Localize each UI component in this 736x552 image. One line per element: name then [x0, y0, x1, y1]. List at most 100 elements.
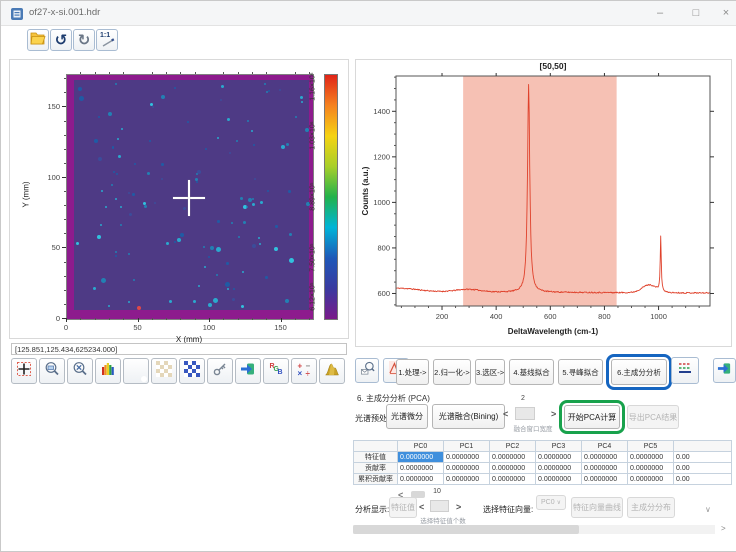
analysis-tab-4[interactable]: 4.基线拟合	[509, 359, 554, 385]
table-scroll-left[interactable]: <	[398, 490, 404, 500]
one-to-one-button[interactable]: 1:1	[96, 29, 118, 51]
x-tick-mark	[280, 318, 282, 322]
table-cell[interactable]: 0.0000000	[627, 451, 674, 463]
row-header: 特征值	[353, 451, 398, 463]
selection-region[interactable]	[463, 76, 617, 306]
analysis-tab-1[interactable]: 1.处理->	[396, 359, 429, 385]
heatmap-panel[interactable]: 0 50 100 150 0 50 100 150 X (mm) Y (mm) 6.12×10⁵ 7.…	[9, 59, 349, 344]
table-cell[interactable]: 0.0000000	[535, 451, 582, 463]
table-cell[interactable]: 0.0000000	[443, 451, 490, 463]
column-header[interactable]: PC5	[627, 440, 674, 452]
zoom-box-button[interactable]	[39, 358, 65, 384]
eigen-count-increment[interactable]: >	[456, 502, 462, 512]
table-cell[interactable]: 0.0000000	[489, 462, 536, 474]
pan-crosshair-button[interactable]	[11, 358, 37, 384]
heatmap-dot	[147, 172, 150, 176]
spectral-derivative-button[interactable]: 光谱微分	[386, 404, 428, 429]
analysis-tab-5[interactable]: 5.寻峰拟合	[558, 359, 603, 385]
table-cell[interactable]: 0.0000000	[627, 462, 674, 474]
heatmap-dot	[99, 224, 102, 227]
column-header[interactable]: PC3	[535, 440, 582, 452]
heatmap-dot	[207, 302, 212, 307]
eigenvalue-display-button[interactable]: 特征值	[389, 497, 417, 518]
y-tick-label: 1400	[373, 107, 390, 116]
analysis-tab-6[interactable]: 6.主成分分析	[606, 354, 672, 390]
export-spectra-button[interactable]	[713, 358, 736, 383]
table-cell[interactable]: 0.0000000	[443, 473, 490, 485]
eigen-count-decrement[interactable]: <	[419, 502, 425, 512]
table-cell[interactable]: 0.0000000	[535, 473, 582, 485]
table-cell[interactable]: 0.0000000	[581, 473, 628, 485]
column-header[interactable]: PC2	[489, 440, 536, 452]
table-cell[interactable]: 0.0000000	[535, 462, 582, 474]
math-operators-button[interactable]: + − × ÷	[291, 358, 317, 384]
surface-plot-button[interactable]	[319, 358, 345, 384]
close-button[interactable]: ×	[722, 7, 730, 19]
colormap-button[interactable]	[95, 358, 121, 384]
spectral-binning-button[interactable]: 光谱融合(Bining)	[432, 404, 505, 429]
heatmap-dot	[210, 245, 215, 250]
eigen-count-slider[interactable]	[430, 500, 449, 512]
spectrum-panel[interactable]: 200 400 600 800 1000 600 800 1000 1200 1400 [50,5…	[355, 59, 732, 347]
table-cell[interactable]: 0.0000000	[581, 451, 628, 463]
column-header[interactable]: PC1	[443, 440, 490, 452]
legend-lines-button[interactable]	[671, 357, 699, 384]
redo-button[interactable]: ↻	[73, 29, 95, 51]
color-wheel-button[interactable]	[123, 358, 149, 384]
heatmap-dot	[195, 172, 198, 175]
undo-button[interactable]: ↺	[50, 29, 72, 51]
table-cell-partial[interactable]: 0.00	[673, 473, 732, 485]
heatmap-image[interactable]	[66, 74, 314, 320]
table-cell[interactable]: 0.0000000	[627, 473, 674, 485]
bin-width-decrement[interactable]: <	[503, 409, 509, 419]
bin-width-value: 2	[521, 395, 525, 402]
table-cell[interactable]: 0.0000000	[581, 462, 628, 474]
bin-width-slider[interactable]	[515, 407, 535, 420]
column-header[interactable]: PC0	[397, 440, 444, 452]
heatmap-dot	[251, 243, 256, 248]
x-minor-tick-top	[309, 72, 311, 74]
minimize-button[interactable]: –	[656, 7, 664, 19]
heatmap-dot	[217, 219, 221, 223]
maximize-button[interactable]: □	[692, 7, 700, 19]
panel-scroll-down-icon[interactable]: ∨	[705, 505, 711, 514]
heatmap-dot	[216, 247, 222, 252]
scroll-right-icon[interactable]: >	[721, 524, 726, 533]
bin-width-increment[interactable]: >	[551, 409, 557, 419]
eigenvector-curve-button[interactable]: 特征向量曲线	[571, 497, 623, 518]
y-minor-tick	[64, 162, 66, 164]
table-cell[interactable]: 0.0000000	[489, 473, 536, 485]
column-header[interactable]: PC4	[581, 440, 628, 452]
heatmap-dot	[115, 198, 118, 200]
table-cell-partial[interactable]: 0.00	[673, 462, 732, 474]
table-cell[interactable]: 0.0000000	[489, 451, 536, 463]
table-cell[interactable]: 0.0000000	[397, 473, 444, 485]
export-pca-button[interactable]: 导出PCA结果	[627, 405, 679, 429]
pc-distribution-button[interactable]: 主成分分布	[627, 497, 675, 518]
key-button[interactable]	[207, 358, 233, 384]
window-title: of27-x-si.001.hdr	[29, 7, 101, 18]
vector-dropdown[interactable]: PC0 ∨	[536, 495, 566, 510]
table-cell-partial[interactable]: 0.00	[673, 451, 732, 463]
import-arrow-button[interactable]	[235, 358, 261, 384]
zoom-reset-button[interactable]	[67, 358, 93, 384]
table-cell[interactable]: 0.0000000	[397, 451, 444, 463]
start-pca-button[interactable]: 开始PCA计算	[559, 400, 625, 434]
heatmap-inner-region	[74, 80, 310, 310]
horizontal-scrollbar-thumb[interactable]	[353, 525, 579, 534]
table-cell[interactable]: 0.0000000	[443, 462, 490, 474]
table-scrollbar-thumb[interactable]	[411, 491, 425, 498]
analysis-tab-2[interactable]: 2.归一化->	[433, 359, 471, 385]
heatmap-dot	[128, 212, 132, 216]
pattern-button[interactable]	[151, 358, 177, 384]
x-tick-mark	[66, 318, 67, 322]
table-cell[interactable]: 0.0000000	[397, 462, 444, 474]
spectrum-plot[interactable]: 200 400 600 800 1000 600 800 1000 1200 1400 [50,5…	[356, 60, 731, 346]
analysis-tab-3[interactable]: 3.选区->	[475, 359, 505, 385]
x-minor-tick-top	[123, 72, 125, 74]
open-file-button[interactable]	[27, 29, 49, 51]
dither-pattern-button[interactable]	[179, 358, 205, 384]
heatmap-dot	[257, 236, 260, 239]
zoom-mail-button[interactable]	[355, 358, 379, 383]
